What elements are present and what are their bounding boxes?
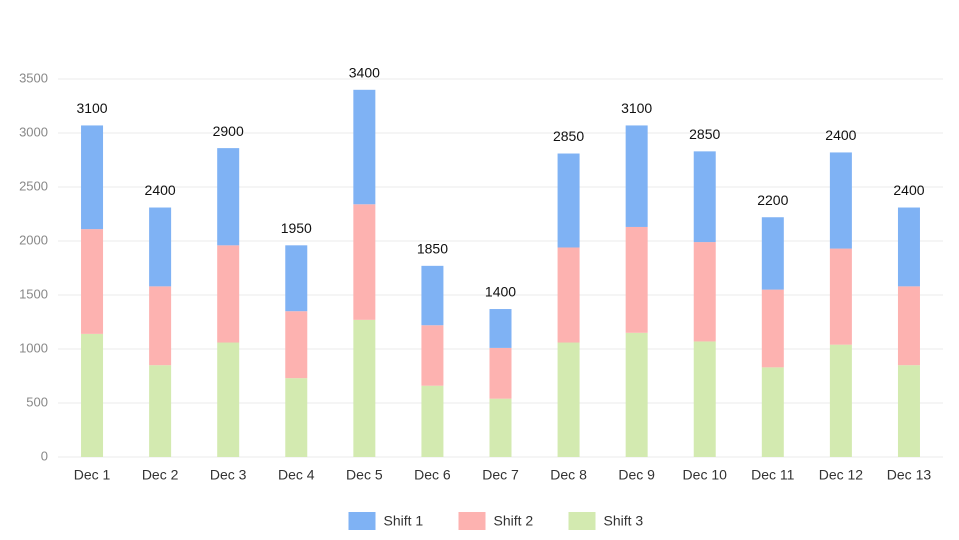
bar-segment xyxy=(421,385,444,457)
legend-swatch xyxy=(458,512,486,530)
bar-segment xyxy=(693,341,716,457)
x-tick-label: Dec 6 xyxy=(414,467,451,483)
bar-segment xyxy=(489,398,512,457)
y-tick-label: 2500 xyxy=(19,178,48,193)
bar-segment xyxy=(149,286,172,366)
x-tick-label: Dec 11 xyxy=(751,467,795,483)
bar-segment xyxy=(421,265,444,326)
bar-segment xyxy=(625,226,648,333)
legend-swatch xyxy=(348,512,376,530)
total-label: 1400 xyxy=(485,284,516,300)
x-tick-label: Dec 1 xyxy=(74,467,111,483)
y-tick-label: 3000 xyxy=(19,124,48,139)
total-label: 2400 xyxy=(825,127,856,143)
bar-segment xyxy=(353,319,376,457)
bar-segment xyxy=(81,125,104,230)
x-tick-label: Dec 4 xyxy=(278,467,315,483)
total-label: 3100 xyxy=(76,100,107,116)
bar-segment xyxy=(693,242,716,342)
legend-label: Shift 2 xyxy=(494,513,534,529)
bar-segment xyxy=(761,289,784,368)
total-label: 2400 xyxy=(145,182,176,198)
bar-segment xyxy=(353,89,376,205)
x-tick-label: Dec 10 xyxy=(683,467,728,483)
bar-segment xyxy=(353,204,376,320)
x-tick-label: Dec 2 xyxy=(142,467,179,483)
bar-segment xyxy=(217,245,240,343)
bar-segment xyxy=(829,344,852,457)
y-tick-label: 1000 xyxy=(19,340,48,355)
total-label: 1950 xyxy=(281,220,312,236)
bar-segment xyxy=(625,125,648,227)
x-tick-label: Dec 5 xyxy=(346,467,383,483)
bar-segment xyxy=(829,248,852,345)
y-tick-label: 1500 xyxy=(19,286,48,301)
bar-segment xyxy=(149,207,172,287)
y-tick-label: 3500 xyxy=(19,70,48,85)
x-tick-label: Dec 12 xyxy=(819,467,864,483)
bar-segment xyxy=(761,217,784,290)
y-tick-label: 2000 xyxy=(19,232,48,247)
bar-segment xyxy=(81,333,104,457)
x-tick-label: Dec 13 xyxy=(887,467,932,483)
x-tick-label: Dec 9 xyxy=(618,467,655,483)
bar-segment xyxy=(421,325,444,386)
legend-label: Shift 3 xyxy=(604,513,644,529)
total-label: 2400 xyxy=(893,182,924,198)
bar-segment xyxy=(625,332,648,457)
bar-segment xyxy=(557,247,580,343)
bar-segment xyxy=(557,153,580,248)
bar-segment xyxy=(489,347,512,399)
y-tick-label: 0 xyxy=(41,448,48,463)
bar-segment xyxy=(285,311,308,379)
bar-segment xyxy=(149,365,172,457)
bar-segment xyxy=(829,152,852,249)
total-label: 2900 xyxy=(213,123,244,139)
total-label: 3400 xyxy=(349,65,380,81)
bar-segment xyxy=(897,365,920,457)
x-tick-label: Dec 7 xyxy=(482,467,519,483)
total-label: 2200 xyxy=(757,192,788,208)
bar-segment xyxy=(897,207,920,287)
bar-segment xyxy=(285,245,308,312)
x-tick-label: Dec 8 xyxy=(550,467,587,483)
bar-segment xyxy=(557,342,580,457)
total-label: 1850 xyxy=(417,241,448,257)
total-label: 2850 xyxy=(553,128,584,144)
total-label: 3100 xyxy=(621,100,652,116)
bar-segment xyxy=(489,309,512,348)
total-label: 2850 xyxy=(689,126,720,142)
legend-label: Shift 1 xyxy=(384,513,424,529)
bar-segment xyxy=(217,342,240,457)
bar-segment xyxy=(761,367,784,457)
bar-segment xyxy=(81,229,104,334)
bar-segment xyxy=(285,378,308,457)
bar-segment xyxy=(217,148,240,246)
bar-segment xyxy=(693,151,716,243)
x-tick-label: Dec 3 xyxy=(210,467,247,483)
bar-segment xyxy=(897,286,920,366)
y-tick-label: 500 xyxy=(26,394,48,409)
legend-swatch xyxy=(568,512,596,530)
